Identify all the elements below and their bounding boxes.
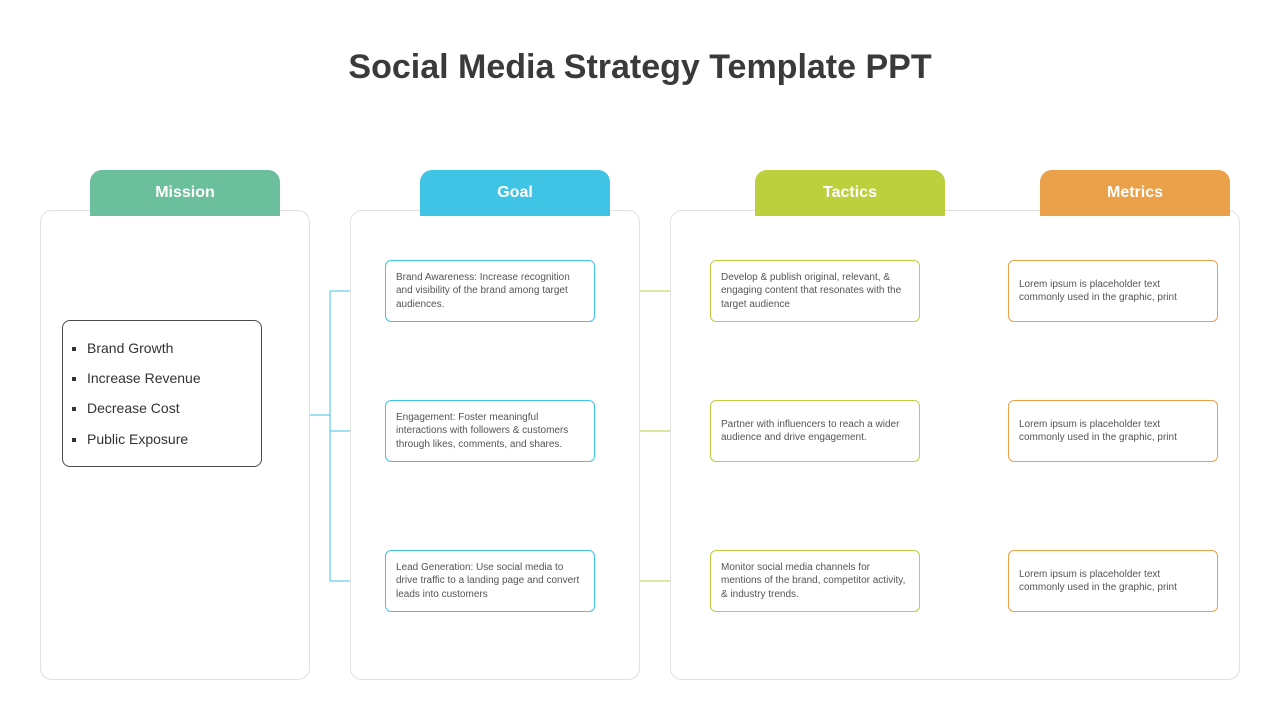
page-title: Social Media Strategy Template PPT	[0, 48, 1280, 87]
diagram-canvas: Mission Goal Tactics Metrics Brand Growth Inc…	[40, 170, 1240, 680]
goal-box: Brand Awareness: Increase recognition an…	[385, 260, 595, 322]
tactics-box: Develop & publish original, relevant, & …	[710, 260, 920, 322]
col-header-metrics: Metrics	[1040, 170, 1230, 216]
mission-item: Increase Revenue	[87, 369, 249, 387]
col-header-mission: Mission	[90, 170, 280, 216]
goal-box: Engagement: Foster meaningful interactio…	[385, 400, 595, 462]
mission-item: Decrease Cost	[87, 399, 249, 417]
metrics-box: Lorem ipsum is placeholder text commonly…	[1008, 260, 1218, 322]
tactics-box: Monitor social media channels for mentio…	[710, 550, 920, 612]
metrics-box: Lorem ipsum is placeholder text commonly…	[1008, 550, 1218, 612]
mission-list: Brand Growth Increase Revenue Decrease Cos…	[62, 320, 262, 467]
mission-item: Public Exposure	[87, 430, 249, 448]
goal-box: Lead Generation: Use social media to dri…	[385, 550, 595, 612]
col-header-tactics: Tactics	[755, 170, 945, 216]
mission-item: Brand Growth	[87, 339, 249, 357]
metrics-box: Lorem ipsum is placeholder text commonly…	[1008, 400, 1218, 462]
tactics-box: Partner with influencers to reach a wide…	[710, 400, 920, 462]
col-header-goal: Goal	[420, 170, 610, 216]
